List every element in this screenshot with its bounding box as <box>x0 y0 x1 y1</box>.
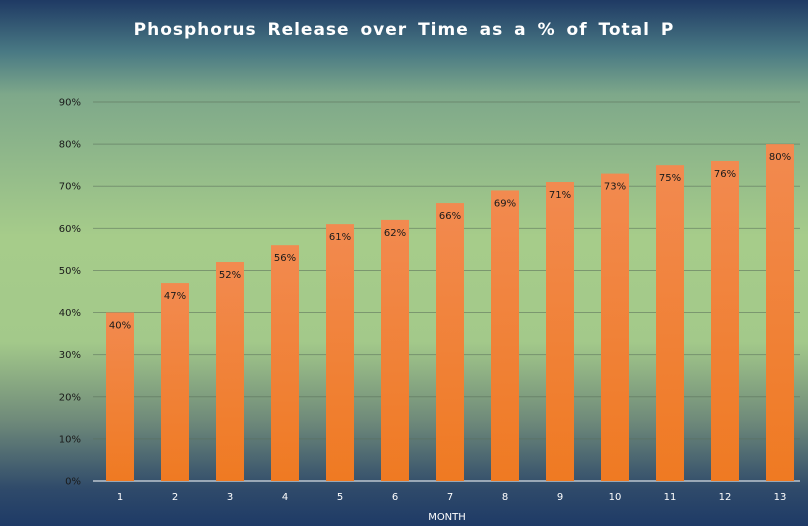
data-label: 69% <box>494 198 516 209</box>
y-tick-label: 70% <box>59 182 81 193</box>
y-tick-label: 0% <box>65 477 81 488</box>
y-tick-label: 50% <box>59 266 81 277</box>
x-tick-label: 7 <box>447 492 453 503</box>
chart-title: Phosphorus Release over Time as a % of T… <box>133 20 675 40</box>
x-tick-label: 10 <box>609 492 622 503</box>
data-label: 71% <box>549 190 571 201</box>
bars: 40% 47% 52% 56% 61% 62% 66% 69% 71% 73% 75% 76% 80% <box>106 144 794 482</box>
data-label: 40% <box>109 321 131 332</box>
data-label: 76% <box>714 169 736 180</box>
y-axis: 0% 10% 20% 30% 40% 50% 60% 70% 80% 90% <box>59 98 81 488</box>
x-tick-label: 4 <box>282 492 288 503</box>
data-label: 62% <box>384 228 406 239</box>
bar <box>766 144 794 481</box>
y-tick-label: 20% <box>59 392 81 403</box>
data-label: 47% <box>164 291 186 302</box>
x-axis: 1 2 3 4 5 6 7 8 9 10 11 12 13 <box>117 492 787 503</box>
x-tick-label: 1 <box>117 492 123 503</box>
data-label: 66% <box>439 211 461 222</box>
bar <box>546 182 574 481</box>
bar <box>216 262 244 481</box>
x-tick-label: 12 <box>719 492 732 503</box>
bar <box>436 203 464 482</box>
bar <box>601 173 629 482</box>
data-label: 73% <box>604 182 626 193</box>
y-tick-label: 80% <box>59 140 81 151</box>
y-tick-label: 60% <box>59 224 81 235</box>
data-label: 80% <box>769 152 791 163</box>
x-tick-label: 13 <box>774 492 787 503</box>
y-tick-label: 30% <box>59 350 81 361</box>
bar <box>491 190 519 481</box>
data-label: 56% <box>274 253 296 264</box>
y-tick-label: 90% <box>59 98 81 109</box>
data-label: 61% <box>329 232 351 243</box>
bar <box>381 219 409 481</box>
bar <box>711 160 739 481</box>
bar <box>161 283 189 481</box>
bar <box>656 165 684 481</box>
y-tick-label: 10% <box>59 434 81 445</box>
bar <box>271 245 299 481</box>
x-axis-label: MONTH <box>428 512 466 523</box>
x-tick-label: 9 <box>557 492 563 503</box>
bar <box>106 312 134 481</box>
x-tick-label: 8 <box>502 492 508 503</box>
x-tick-label: 6 <box>392 492 398 503</box>
x-tick-label: 3 <box>227 492 233 503</box>
data-label: 75% <box>659 173 681 184</box>
data-label: 52% <box>219 270 241 281</box>
x-tick-label: 2 <box>172 492 178 503</box>
y-tick-label: 40% <box>59 308 81 319</box>
x-tick-label: 11 <box>664 492 677 503</box>
x-tick-label: 5 <box>337 492 343 503</box>
bar <box>326 224 354 481</box>
